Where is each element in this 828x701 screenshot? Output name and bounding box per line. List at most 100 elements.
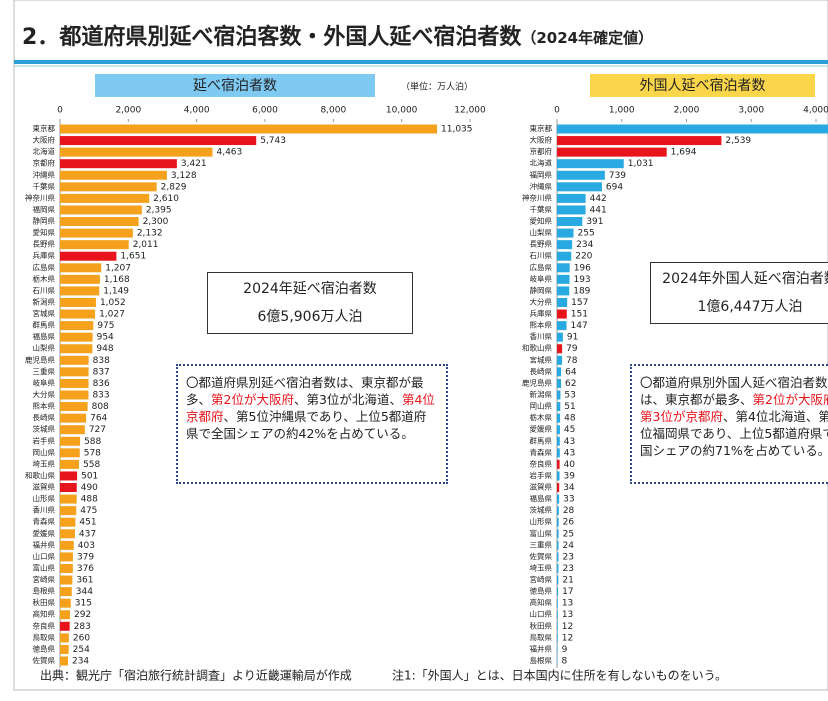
value-label: 33	[563, 495, 574, 505]
bar	[60, 610, 70, 620]
value-label: 234	[576, 240, 593, 250]
bar	[60, 274, 100, 284]
value-label: 1,207	[105, 263, 131, 273]
y-tick-label: 山形県	[530, 516, 553, 526]
y-tick-label: 栃木県	[530, 412, 553, 422]
value-label: 40	[564, 460, 576, 470]
value-label: 23	[562, 552, 573, 562]
bar	[60, 378, 89, 388]
x-tick-label: 12,000	[454, 106, 486, 116]
bar	[60, 633, 69, 643]
bar	[60, 656, 68, 666]
bar	[557, 332, 563, 342]
y-tick-label: 福岡県	[33, 205, 56, 214]
y-tick-label: 宮城県	[33, 308, 56, 318]
bar	[557, 656, 558, 666]
y-tick-label: 富山県	[530, 528, 553, 538]
bar	[60, 425, 85, 435]
bar	[557, 483, 560, 493]
bar	[557, 193, 586, 203]
bar	[60, 263, 102, 273]
bar	[60, 517, 76, 527]
value-label: 490	[81, 483, 98, 493]
y-tick-label: 新潟県	[530, 389, 553, 399]
x-tick-label: 6,000	[252, 106, 278, 116]
y-tick-label: 滋賀県	[33, 482, 56, 492]
value-label: 39	[564, 471, 576, 481]
y-tick-label: 北海道	[530, 158, 553, 168]
value-label: 13	[562, 599, 573, 609]
y-tick-label: 兵庫県	[530, 308, 553, 318]
y-tick-label: 山口県	[33, 551, 56, 561]
bar	[557, 240, 573, 250]
summary-title: 2024年延べ宿泊者数	[243, 281, 377, 297]
y-tick-label: 長野県	[33, 240, 56, 249]
note-text: 第2位が大阪府、第3位が京都府	[640, 392, 828, 424]
y-tick-label: 山梨県	[33, 343, 56, 353]
y-tick-label: 佐賀県	[530, 551, 553, 561]
value-label: 17	[562, 587, 573, 597]
bar	[60, 552, 73, 562]
value-label: 26	[563, 518, 575, 528]
value-label: 833	[92, 391, 109, 401]
y-tick-label: 島根県	[530, 655, 553, 665]
x-tick-label: 3,000	[738, 106, 764, 116]
value-label: 1,031	[628, 159, 654, 169]
bar	[557, 367, 562, 377]
bar	[60, 205, 142, 215]
value-label: 78	[566, 356, 578, 366]
bar	[557, 344, 563, 354]
y-tick-label: 愛知県	[33, 227, 56, 237]
y-tick-label: 愛媛県	[530, 424, 553, 434]
value-label: 1,149	[103, 286, 129, 296]
title-subtitle: （2024年確定値）	[521, 29, 653, 47]
y-tick-label: 栃木県	[33, 273, 56, 283]
bar	[60, 217, 139, 227]
y-tick-label: 鳥取県	[530, 632, 553, 642]
value-label: 23	[562, 564, 573, 574]
value-label: 442	[590, 194, 607, 204]
y-tick-label: 佐賀県	[33, 655, 56, 665]
bar	[60, 251, 117, 261]
bar	[60, 621, 70, 631]
value-label: 45	[564, 425, 575, 435]
note-text: 、第4位北海道、第5位福岡県であり、上位5都道府県で全国シェアの約71%を占めて…	[640, 409, 828, 458]
bar	[60, 587, 72, 597]
value-label: 403	[78, 541, 95, 551]
bar	[60, 413, 87, 423]
y-tick-label: 和歌山県	[25, 470, 55, 480]
y-tick-label: 徳島県	[33, 643, 56, 653]
y-tick-label: 京都府	[530, 146, 553, 156]
value-label: 578	[84, 448, 101, 458]
bar	[557, 378, 562, 388]
bar	[60, 644, 69, 654]
value-label: 975	[97, 321, 114, 331]
bar	[60, 598, 71, 608]
value-label: 808	[92, 402, 109, 412]
bar	[60, 286, 100, 296]
bar	[60, 193, 150, 203]
y-tick-label: 山梨県	[530, 227, 553, 237]
y-tick-label: 東京都	[530, 123, 553, 133]
value-label: 588	[84, 437, 101, 447]
y-tick-label: 群馬県	[33, 320, 56, 330]
bar	[557, 436, 560, 446]
value-label: 315	[75, 599, 92, 609]
y-tick-label: 千葉県	[530, 204, 553, 214]
bar	[60, 390, 89, 400]
bar	[557, 621, 558, 631]
bar	[557, 217, 583, 227]
y-tick-label: 岐阜県	[530, 273, 553, 283]
value-label: 764	[90, 414, 107, 424]
summary-value: 6億5,906万人泊	[257, 309, 363, 325]
value-label: 948	[96, 344, 113, 354]
y-tick-label: 鳥取県	[33, 632, 56, 642]
value-label: 9	[562, 645, 568, 655]
value-label: 283	[74, 622, 91, 632]
value-label: 954	[97, 333, 114, 343]
y-tick-label: 高知県	[530, 597, 553, 607]
y-tick-label: 愛媛県	[33, 528, 56, 538]
chart-header	[590, 74, 815, 97]
summary-box: 2024年延べ宿泊者数 6億5,906万人泊	[207, 272, 413, 334]
